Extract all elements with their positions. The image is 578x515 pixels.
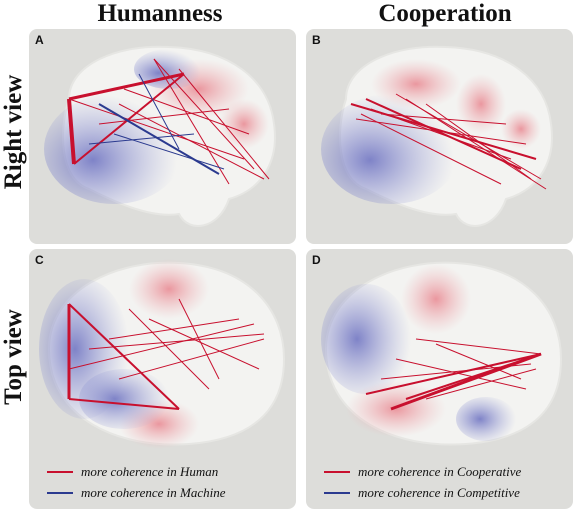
panel-a: A (29, 29, 296, 244)
column-title-humanness: Humanness (97, 0, 223, 27)
red-swatch (47, 470, 73, 473)
column-title-cooperation: Cooperation (378, 0, 512, 27)
panel-letter-b: B (312, 33, 321, 47)
panel-b: B (306, 29, 573, 244)
legend-label: more coherence in Human (81, 463, 219, 479)
panel-letter-d: D (312, 253, 321, 267)
legend-item-human: more coherence in Human (47, 461, 226, 482)
brain-top-view-humanness (39, 259, 286, 449)
panel-letter-c: C (35, 253, 44, 267)
legend-humanness: more coherence in Human more coherence i… (47, 461, 226, 503)
panel-c: C (29, 249, 296, 509)
brain-right-view-cooperation (321, 45, 553, 227)
panel-letter-a: A (35, 33, 44, 47)
brain-top-view-cooperation (321, 261, 563, 446)
legend-item-competitive: more coherence in Competitive (324, 482, 521, 503)
legend-item-machine: more coherence in Machine (47, 482, 226, 503)
legend-label: more coherence in Competitive (358, 484, 520, 500)
red-swatch (324, 470, 350, 473)
panel-d: D more c (306, 249, 573, 509)
legend-label: more coherence in Machine (81, 484, 226, 500)
legend-label: more coherence in Cooperative (358, 463, 522, 479)
blue-swatch (324, 491, 350, 494)
brain-right-view-humanness (44, 45, 276, 227)
legend-item-cooperative: more coherence in Cooperative (324, 461, 521, 482)
legend-cooperation: more coherence in Cooperative more coher… (324, 461, 521, 503)
row-title-top-view: Top view (0, 309, 27, 405)
blue-swatch (47, 491, 73, 494)
row-title-right-view: Right view (0, 74, 27, 190)
